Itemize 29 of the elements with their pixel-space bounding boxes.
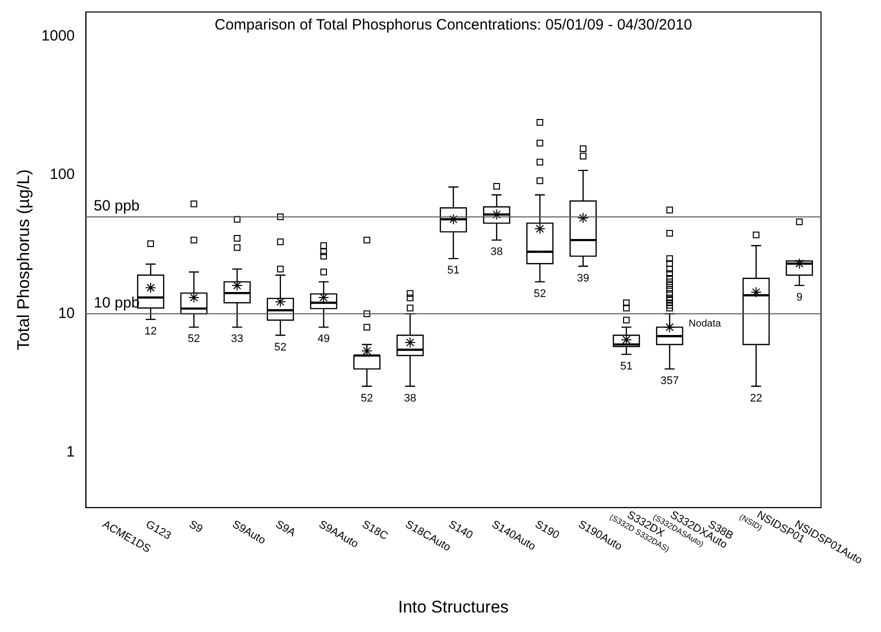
y-tick-label: 1000 <box>41 28 75 45</box>
x-tick-label: S9A <box>273 518 298 540</box>
y-axis-title: Total Phosphorus (µg/L) <box>14 169 33 350</box>
x-tick-label: S18C <box>360 518 390 543</box>
annotation: 51 <box>620 360 633 372</box>
annotation: Nodata <box>688 318 722 330</box>
annotation: 9 <box>796 291 802 304</box>
y-tick-label: 10 <box>58 304 75 322</box>
annotation: 39 <box>577 272 590 284</box>
ref-line-label: 50 ppb <box>94 197 140 214</box>
x-tick-label: S190 <box>532 518 562 542</box>
annotation: 52 <box>360 392 374 404</box>
annotation: 49 <box>318 333 330 346</box>
y-tick-label: 1 <box>66 444 75 461</box>
annotation: 22 <box>750 392 762 404</box>
annotation: 38 <box>404 392 416 404</box>
annotation: 12 <box>144 325 157 338</box>
chart-title: Comparison of Total Phosphorus Concentrations: 05/01/09 - 04/30/2010 <box>214 16 692 34</box>
annotation: 52 <box>534 288 546 300</box>
annotation: 357 <box>660 374 679 387</box>
x-tick-label: S140 <box>446 518 475 542</box>
annotation: 33 <box>231 333 244 346</box>
y-tick-label: 100 <box>50 166 75 184</box>
annotation: 52 <box>188 333 200 346</box>
x-axis-title: Into Structures <box>398 597 509 616</box>
annotation: 52 <box>274 341 287 354</box>
annotation: 38 <box>490 246 503 258</box>
x-tick-label: S9 <box>186 518 205 536</box>
annotation: 51 <box>447 264 460 277</box>
